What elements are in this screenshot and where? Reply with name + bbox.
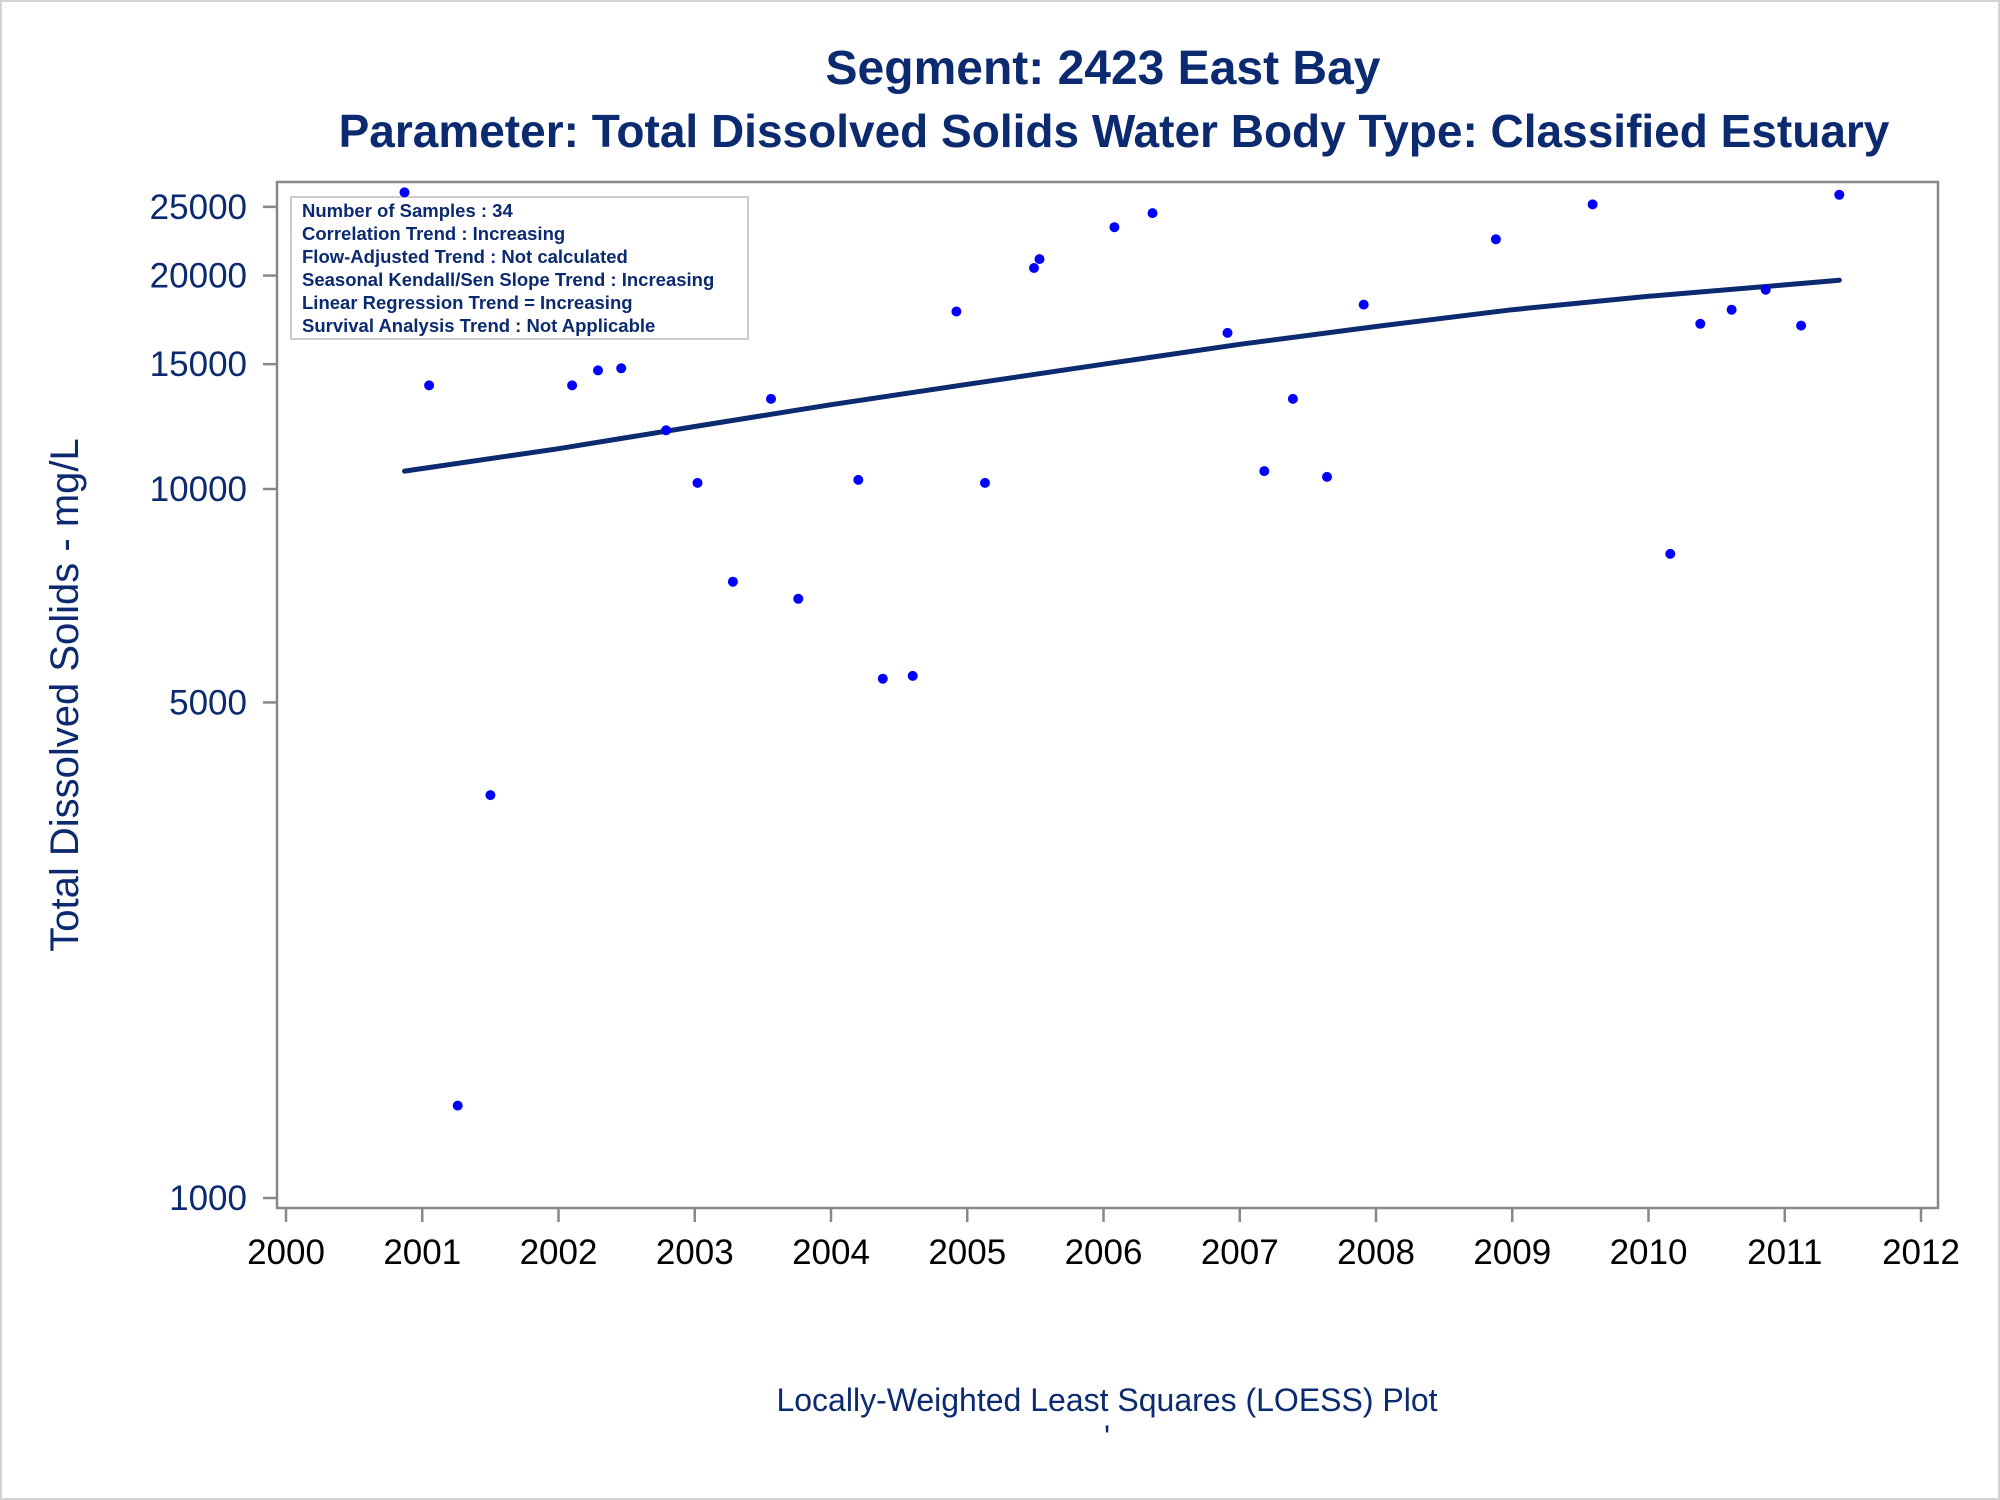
x-axis: 2000 2001 2002 2003 2004 2005 2006 2007 2008 2009… <box>247 1208 1960 1272</box>
x-tick-label: 2002 <box>520 1233 598 1272</box>
chart-subtitle: Parameter: Total Dissolved Solids Water … <box>339 105 1890 157</box>
stats-line-flow-adjusted: Flow-Adjusted Trend : Not calculated <box>302 246 628 267</box>
x-tick-label: 2008 <box>1337 1233 1415 1272</box>
data-point <box>1665 548 1676 559</box>
stats-line-seasonal-kendall: Seasonal Kendall/Sen Slope Trend : Incre… <box>302 269 714 290</box>
data-point <box>692 477 703 488</box>
x-tick-label: 2000 <box>247 1233 325 1272</box>
data-point <box>593 365 603 376</box>
data-marks <box>399 187 1845 1111</box>
data-point <box>399 187 410 198</box>
data-point <box>1287 393 1298 404</box>
stats-line-correlation: Correlation Trend : Increasing <box>302 223 565 244</box>
data-point <box>1034 254 1045 265</box>
data-point <box>616 363 627 374</box>
data-point <box>907 670 918 681</box>
data-point <box>424 380 435 391</box>
y-axis-label: Total Dissolved Solids - mg/L <box>43 438 87 952</box>
data-point <box>567 380 578 391</box>
stats-box-border <box>290 196 749 340</box>
plot-area <box>275 180 1940 1210</box>
data-point <box>1109 222 1120 233</box>
data-point <box>1322 471 1332 482</box>
stats-line-survival: Survival Analysis Trend : Not Applicable <box>302 315 655 336</box>
data-point <box>853 474 864 485</box>
data-point <box>452 1100 463 1111</box>
x-tick-label: 2012 <box>1882 1233 1960 1272</box>
x-tick-label: 2004 <box>792 1233 870 1272</box>
data-point <box>877 673 888 684</box>
x-tick-label: 2007 <box>1201 1233 1279 1272</box>
x-axis-label: Locally-Weighted Least Squares (LOESS) P… <box>776 1382 1437 1418</box>
loess-trend-line <box>402 277 1842 474</box>
y-tick-label: 5000 <box>169 683 247 722</box>
y-axis: 1000 5000 10000 15000 20000 25000 <box>150 188 277 1218</box>
data-point <box>980 477 990 488</box>
data-point <box>1587 199 1598 210</box>
stats-line-linear-regression: Linear Regression Trend = Increasing <box>302 292 633 313</box>
x-tick-label: 2010 <box>1610 1233 1688 1272</box>
data-point <box>1726 304 1737 315</box>
x-tick-label: 2009 <box>1473 1233 1551 1272</box>
stats-line-samples: Number of Samples : 34 <box>302 200 513 221</box>
x-tick-label: 2001 <box>383 1233 461 1272</box>
x-tick-label: 2003 <box>656 1233 734 1272</box>
data-point <box>793 593 804 604</box>
footnote-mark: ' <box>1104 1419 1110 1455</box>
stats-box: Number of Samples : 34 Correlation Trend… <box>290 196 749 340</box>
y-tick-label: 25000 <box>150 188 247 227</box>
y-tick-label: 10000 <box>150 470 247 509</box>
data-point <box>1358 299 1369 310</box>
data-point <box>1490 234 1501 245</box>
x-tick-label: 2011 <box>1747 1233 1822 1272</box>
data-point <box>727 576 738 587</box>
data-point <box>1029 263 1039 273</box>
data-point <box>951 306 962 317</box>
data-point <box>1695 318 1706 329</box>
x-tick-label: 2005 <box>928 1233 1006 1272</box>
x-tick-label: 2006 <box>1065 1233 1143 1272</box>
y-tick-label: 1000 <box>169 1179 247 1218</box>
data-point <box>661 425 672 436</box>
data-point <box>1147 208 1158 219</box>
data-point <box>1760 284 1771 295</box>
y-tick-label: 15000 <box>150 345 247 384</box>
data-point <box>1834 189 1845 200</box>
chart-title: Segment: 2423 East Bay <box>826 42 1381 95</box>
y-tick-label: 20000 <box>150 257 247 296</box>
data-point <box>766 393 776 404</box>
data-point <box>485 790 496 801</box>
data-point <box>1796 320 1807 331</box>
data-point <box>1259 466 1270 477</box>
data-point <box>1222 327 1233 338</box>
